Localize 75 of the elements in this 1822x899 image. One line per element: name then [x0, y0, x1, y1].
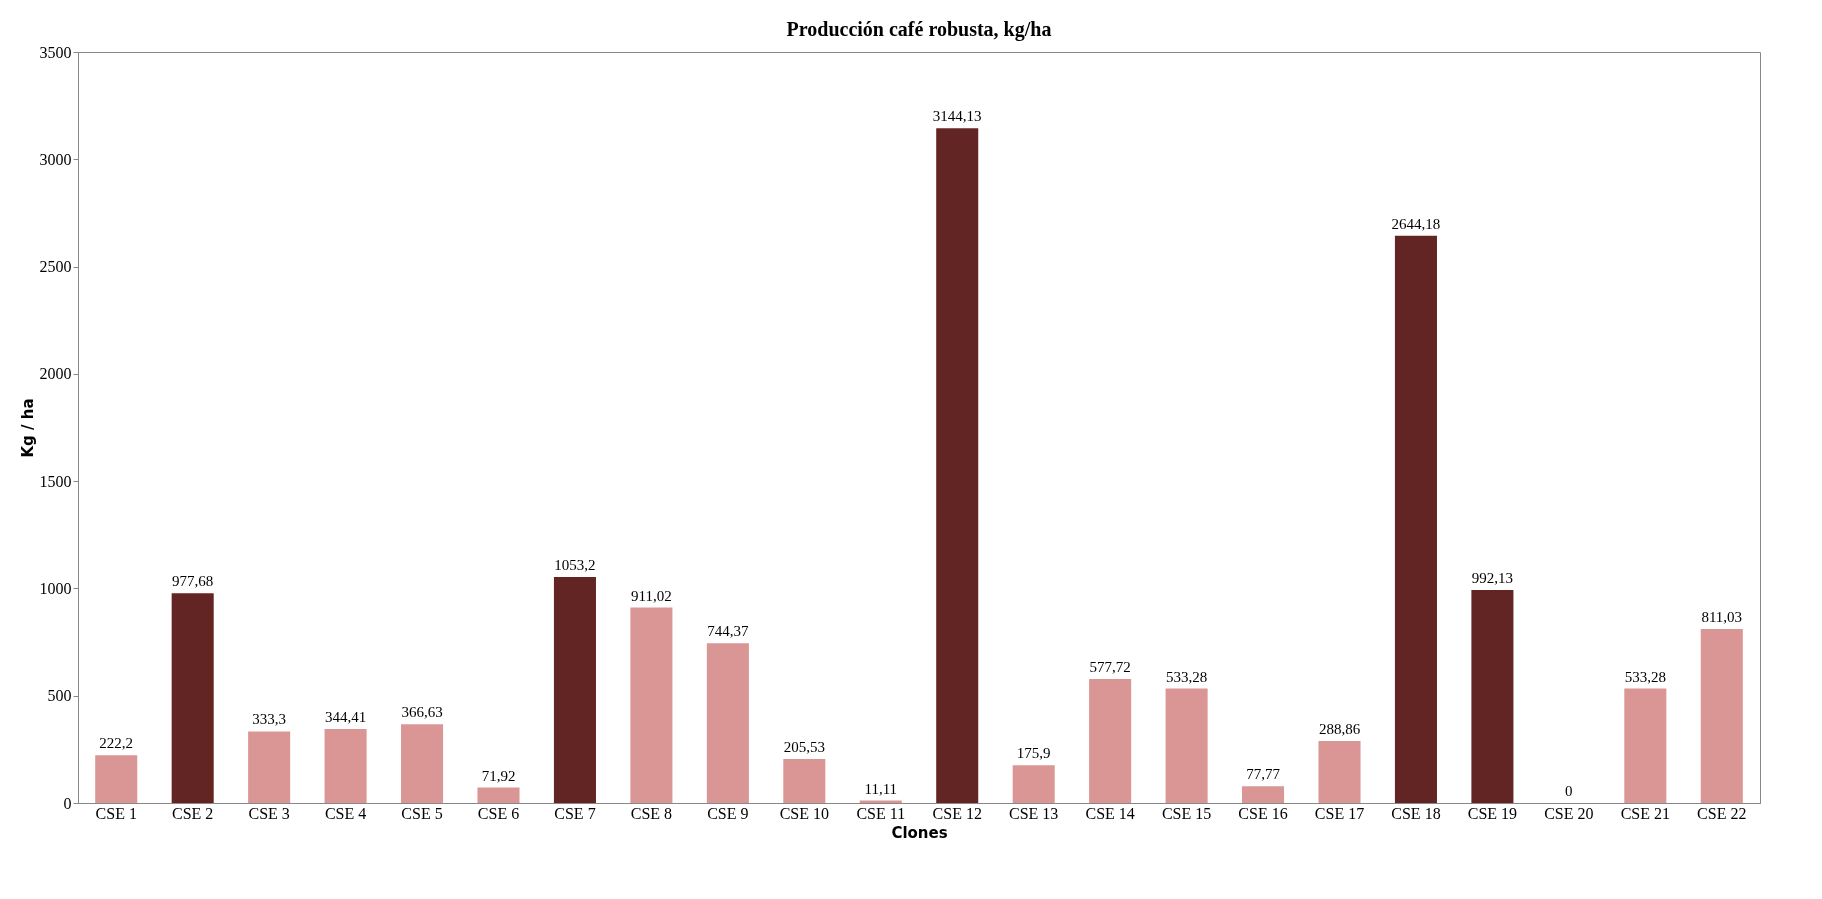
bar: [1700, 628, 1743, 803]
bar: [477, 787, 520, 803]
bar: [324, 729, 367, 803]
bar: [630, 607, 673, 803]
x-tick-label: CSE 16: [1238, 804, 1288, 822]
x-tick-label: CSE 11: [856, 804, 906, 822]
data-label: 11,11: [864, 780, 898, 797]
bar: [553, 577, 596, 803]
x-tick-label: CSE 14: [1085, 804, 1135, 822]
x-tick-label: CSE 1: [95, 804, 137, 822]
data-label: 977,68: [172, 573, 214, 590]
x-tick-label: CSE 2: [172, 804, 214, 822]
data-label: 533,28: [1624, 668, 1666, 685]
y-tick-label: 3000: [39, 150, 72, 168]
data-label: 811,03: [1701, 608, 1743, 625]
x-tick-label: CSE 15: [1161, 804, 1212, 822]
data-label: 333,3: [252, 711, 287, 728]
data-label: 992,13: [1471, 570, 1514, 587]
data-label: 533,28: [1165, 668, 1208, 685]
x-tick-label: CSE 12: [932, 804, 982, 822]
bar: [1165, 688, 1208, 803]
y-tick-label: 0: [63, 794, 72, 812]
y-tick-label: 3500: [39, 43, 72, 61]
data-label: 3144,13: [932, 108, 982, 125]
bar: [1242, 786, 1285, 803]
x-tick-label: CSE 8: [630, 804, 673, 822]
y-tick-label: 1000: [39, 579, 72, 597]
bar: [1394, 235, 1437, 803]
x-tick-label: CSE 6: [477, 804, 520, 822]
data-label: 911,02: [631, 587, 672, 604]
bar: [95, 755, 138, 803]
data-label: 744,37: [707, 623, 749, 640]
x-tick-label: CSE 10: [779, 804, 829, 822]
data-label: 175,9: [1016, 745, 1051, 762]
x-axis-title: Clones: [891, 823, 948, 842]
bar: [248, 731, 291, 803]
bar: [1471, 590, 1514, 803]
x-tick-label: CSE 18: [1391, 804, 1441, 822]
bar: [936, 128, 979, 803]
data-label: 2644,18: [1391, 215, 1441, 232]
data-label: 577,72: [1089, 659, 1131, 676]
bar: [1089, 679, 1132, 803]
x-tick-label: CSE 4: [324, 804, 367, 822]
x-tick-label: CSE 22: [1697, 804, 1747, 822]
data-label: 222,2: [99, 735, 134, 752]
x-tick-label: CSE 9: [707, 804, 749, 822]
x-tick-label: CSE 19: [1467, 804, 1518, 822]
data-label: 366,63: [401, 704, 443, 721]
x-tick-label: CSE 3: [248, 804, 290, 822]
x-tick-label: CSE 5: [401, 804, 443, 822]
bar: [706, 643, 749, 803]
bar: [171, 593, 214, 803]
data-label: 0: [1565, 783, 1573, 799]
bar: [1624, 688, 1667, 803]
data-label: 77,77: [1246, 766, 1281, 783]
x-tick-label: CSE 7: [554, 804, 596, 822]
bar: [1012, 765, 1055, 803]
data-label: 288,86: [1318, 721, 1361, 738]
x-tick-label: CSE 21: [1620, 804, 1670, 822]
y-tick-label: 1500: [39, 472, 72, 490]
y-tick-label: 2000: [39, 365, 72, 383]
data-label: 1053,2: [554, 557, 596, 574]
y-tick-label: 2500: [39, 258, 72, 276]
chart-title: Producción café robusta, kg/ha: [786, 18, 1052, 41]
bar: [1318, 741, 1361, 803]
x-tick-label: CSE 17: [1314, 804, 1365, 822]
y-axis-title: Kg / ha: [18, 398, 37, 458]
y-tick-label: 500: [47, 687, 72, 705]
bar: [401, 724, 444, 803]
data-label: 205,53: [783, 738, 825, 755]
data-label: 71,92: [481, 767, 516, 784]
x-tick-label: CSE 20: [1544, 804, 1594, 822]
bar: [783, 758, 826, 803]
x-tick-label: CSE 13: [1009, 804, 1059, 822]
data-label: 344,41: [324, 709, 367, 726]
